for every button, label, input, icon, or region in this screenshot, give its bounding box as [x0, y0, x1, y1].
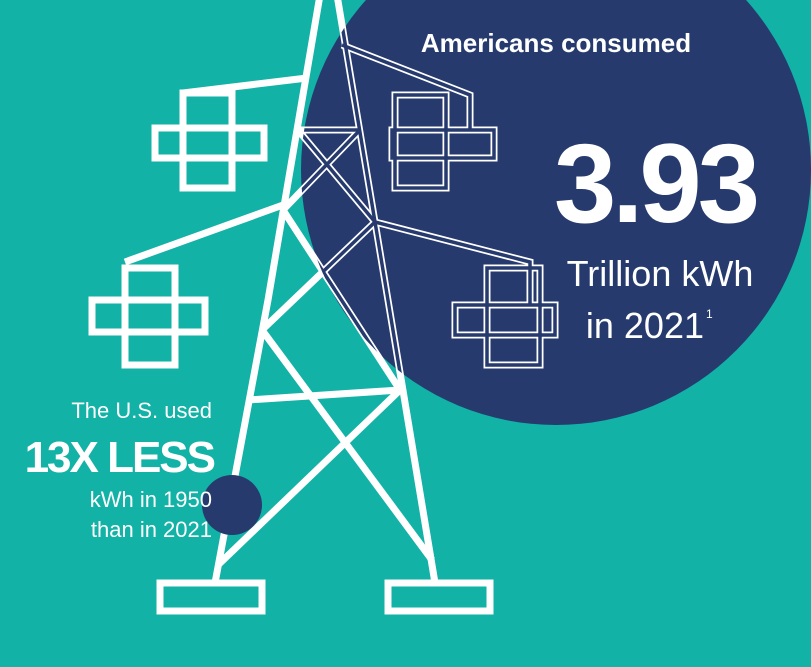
headline-lead: Americans consumed [421, 28, 691, 58]
comparison-line2: than in 2021 [91, 517, 212, 542]
comparison-figure: 13X LESS [25, 433, 215, 482]
headline-figure: 3.93 [554, 121, 757, 246]
infographic: Americans consumed 3.93 Trillion kWh in … [0, 0, 811, 667]
footnote: 1 [706, 307, 713, 321]
headline-year: in 2021 [586, 305, 704, 346]
comparison-line1: kWh in 1950 [90, 487, 212, 512]
headline-unit: Trillion kWh [567, 253, 754, 294]
page: Americans consumed 3.93 Trillion kWh in … [0, 0, 811, 667]
comparison-lead: The U.S. used [71, 398, 212, 423]
